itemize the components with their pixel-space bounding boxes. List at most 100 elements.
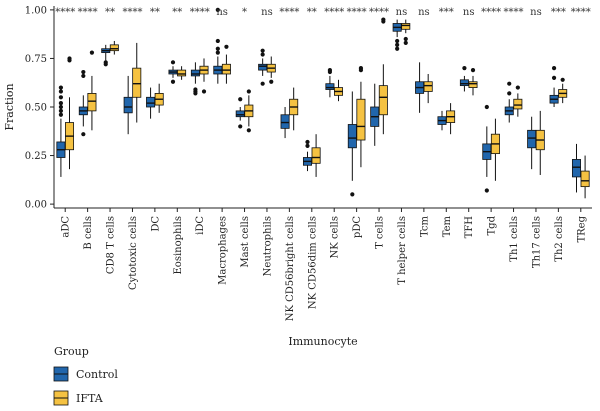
outlier-point [560,77,565,82]
x-category-label: iDC [195,216,206,235]
significance-label: *** [551,7,566,18]
outlier-point [305,143,310,148]
x-category-label: NK cells [330,216,341,258]
x-category-label: NK CD56dim cells [307,216,318,309]
box-control [347,124,357,149]
outlier-point [260,52,265,57]
outlier-point [305,139,310,145]
box-ifta [423,81,433,92]
x-category-label: Tgd [487,215,498,235]
significance-label: **** [571,7,591,18]
outlier-point [395,42,400,47]
significance-label: ** [172,7,182,18]
box-ifta [87,93,97,112]
y-tick-label: 0.25 [25,151,47,162]
outlier-point [327,67,333,73]
outlier-point [395,38,400,44]
legend-label-ifta: IFTA [76,392,104,405]
outlier-point [215,50,220,55]
outlier-point [81,73,86,79]
x-category-label: Th2 cells [554,216,565,262]
outlier-point [238,97,243,102]
significance-label: ** [307,7,317,18]
outlier-point [215,7,220,12]
significance-label: **** [190,7,210,18]
outlier-point [515,85,520,90]
outlier-point [170,79,176,84]
significance-label: *** [439,7,454,18]
box-control [123,96,133,114]
significance-label: **** [324,7,344,18]
x-category-label: Th17 cells [531,216,542,268]
significance-label: **** [347,7,367,18]
box-control [325,83,335,90]
box-ifta [378,85,388,116]
outlier-point [246,128,251,133]
outlier-point [58,85,64,90]
significance-label: **** [504,7,524,18]
significance-label: ns [261,7,273,18]
outlier-point [260,48,265,53]
significance-label: **** [279,7,299,18]
x-category-label: TReg [576,215,587,242]
outlier-point [81,132,86,137]
significance-label: **** [55,7,75,18]
outlier-point [403,36,408,42]
significance-label: **** [78,7,98,18]
outlier-point [395,46,400,51]
x-category-label: Eosinophils [173,216,184,274]
x-category-label: Neutrophils [262,216,273,276]
x-category-label: Th1 cells [509,216,520,262]
significance-label: ns [396,7,408,18]
outlier-point [58,108,64,113]
outlier-point [58,112,64,117]
box-ifta [221,63,231,75]
outlier-point [470,67,476,73]
significance-label: ** [105,7,115,18]
box-ifta [356,98,366,141]
legend-label-control: Control [76,368,118,381]
outlier-point [551,66,557,71]
outlier-point [215,38,220,44]
box-ifta [132,67,142,98]
x-category-label: aDC [61,216,72,238]
outlier-point [103,60,108,65]
outlier-point [67,56,72,61]
x-category-label: TFH [464,216,475,239]
outlier-point [551,75,557,80]
x-category-label: Cytotoxic cells [128,216,139,290]
box-ifta [177,69,187,77]
outlier-point [201,89,207,94]
outlier-point [484,104,489,110]
outlier-point [58,89,64,94]
outlier-point [507,81,512,86]
y-tick-label: 0.00 [25,200,47,211]
box-control [258,63,268,71]
y-tick-label: 1.00 [25,5,47,16]
significance-label: ns [418,7,430,18]
outlier-point [507,91,512,96]
box-control [527,129,537,149]
significance-label: ns [216,7,228,18]
x-category-label: DC [150,216,161,232]
box-control [146,96,156,108]
x-category-label: Tcm [419,215,430,236]
significance-label: ns [463,7,475,18]
x-category-label: NK CD56bright cells [285,216,296,321]
significance-label: ** [150,7,160,18]
x-category-label: B cells [83,216,94,250]
x-category-label: T cells [375,216,386,249]
box-control [190,69,200,77]
outlier-point [381,17,386,22]
legend-title: Group [54,345,89,358]
box-ifta [109,44,119,52]
outlier-point [58,101,64,106]
outlier-point [215,46,220,51]
outlier-point [193,87,198,92]
x-category-label: T helper cells [397,216,408,285]
outlier-point [269,79,274,84]
outlier-point [89,50,95,55]
x-category-label: Macrophages [218,216,229,285]
x-category-label: Mast cells [240,216,251,268]
